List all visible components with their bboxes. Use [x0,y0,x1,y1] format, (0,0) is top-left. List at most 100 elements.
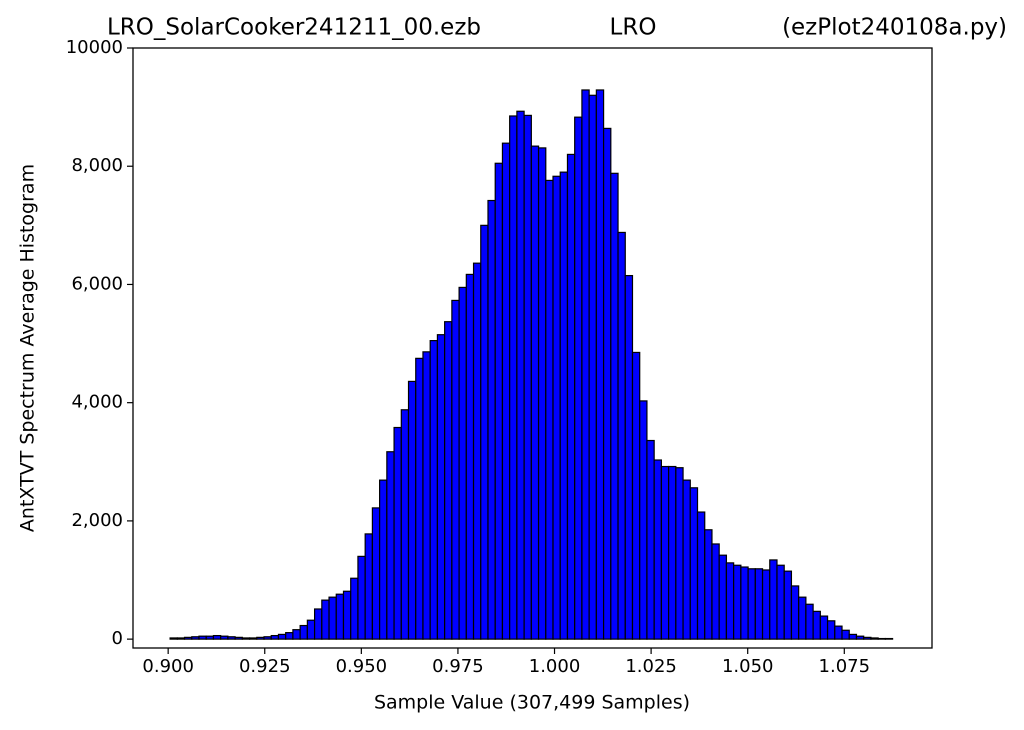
bar [429,340,439,640]
bar [812,610,821,640]
y-axis-label: AntXTVT Spectrum Average Histogram [17,164,39,532]
bar [819,615,829,640]
bar [733,564,742,640]
bar [494,162,504,640]
bar [675,467,684,640]
bar [176,637,186,640]
bar [588,94,597,640]
bar [480,224,489,640]
bar [313,608,323,640]
bar [790,585,800,640]
bar [566,153,576,640]
bar [270,634,280,640]
bar [855,635,865,640]
x-tick-label: 1.000 [529,656,581,677]
bar [169,637,178,640]
bar [241,637,251,640]
x-tick-label: 1.025 [625,656,677,677]
bar [415,357,424,640]
bar [537,147,547,640]
bar [805,603,814,640]
bar [205,635,215,640]
bar [740,566,749,640]
bar [552,175,561,640]
bar [227,636,236,640]
bar [516,110,525,640]
bar [393,426,402,640]
bar [574,116,583,640]
bar [826,620,836,640]
bar [870,637,879,640]
bar [841,629,850,640]
bar [458,286,467,640]
bar [400,409,410,640]
bar [451,299,460,640]
bar [407,380,417,640]
bar [624,274,634,640]
bar [696,511,706,640]
bar [754,568,764,640]
bar [523,114,532,640]
bar [306,619,316,640]
bar [248,637,258,640]
bar [704,529,713,640]
bar [422,351,431,640]
bar [689,487,699,640]
bar [191,636,200,640]
bar [436,334,446,640]
bar [256,636,265,640]
x-tick-label: 0.900 [142,656,194,677]
bar [371,507,381,640]
bar [234,636,243,640]
bar [668,465,677,640]
bar [769,559,778,640]
bar [711,543,720,640]
bar [848,633,858,640]
title-center: LRO [610,15,657,41]
x-tick-label: 0.950 [336,656,388,677]
y-tick-label: 0 [112,628,123,649]
bar [653,459,662,640]
bar [183,636,193,640]
bar [747,568,756,640]
bar [834,625,843,640]
bar [342,590,352,640]
bar [718,554,728,640]
bar [350,577,359,640]
bar [198,635,207,640]
bar [263,636,272,640]
bar [530,145,540,640]
x-tick-label: 0.925 [239,656,291,677]
bar [444,321,453,640]
y-tick-label: 6,000 [71,273,123,294]
bar [761,569,771,640]
title-left: LRO_SolarCooker241211_00.ezb [107,15,481,41]
bar [285,632,294,640]
bar [364,533,373,640]
bar [559,171,569,640]
bar [631,351,641,640]
bar [292,629,301,640]
bar [299,624,308,640]
bar [220,635,229,640]
x-axis-label: Sample Value (307,499 Samples) [374,692,690,714]
bar [357,555,366,640]
bar [863,636,872,640]
title-right: (ezPlot240108a.py) [782,15,1007,41]
bar [501,142,511,640]
bar [602,127,612,640]
bar [877,637,886,640]
bar [646,439,655,640]
y-tick-label: 2,000 [71,510,123,531]
bar [783,570,793,640]
bar [335,593,345,640]
bar [660,465,670,640]
bar [798,596,807,640]
bar [776,564,785,640]
bar [321,599,330,640]
y-tick-label: 4,000 [71,392,123,413]
x-tick-label: 0.975 [432,656,484,677]
bar [465,273,475,640]
